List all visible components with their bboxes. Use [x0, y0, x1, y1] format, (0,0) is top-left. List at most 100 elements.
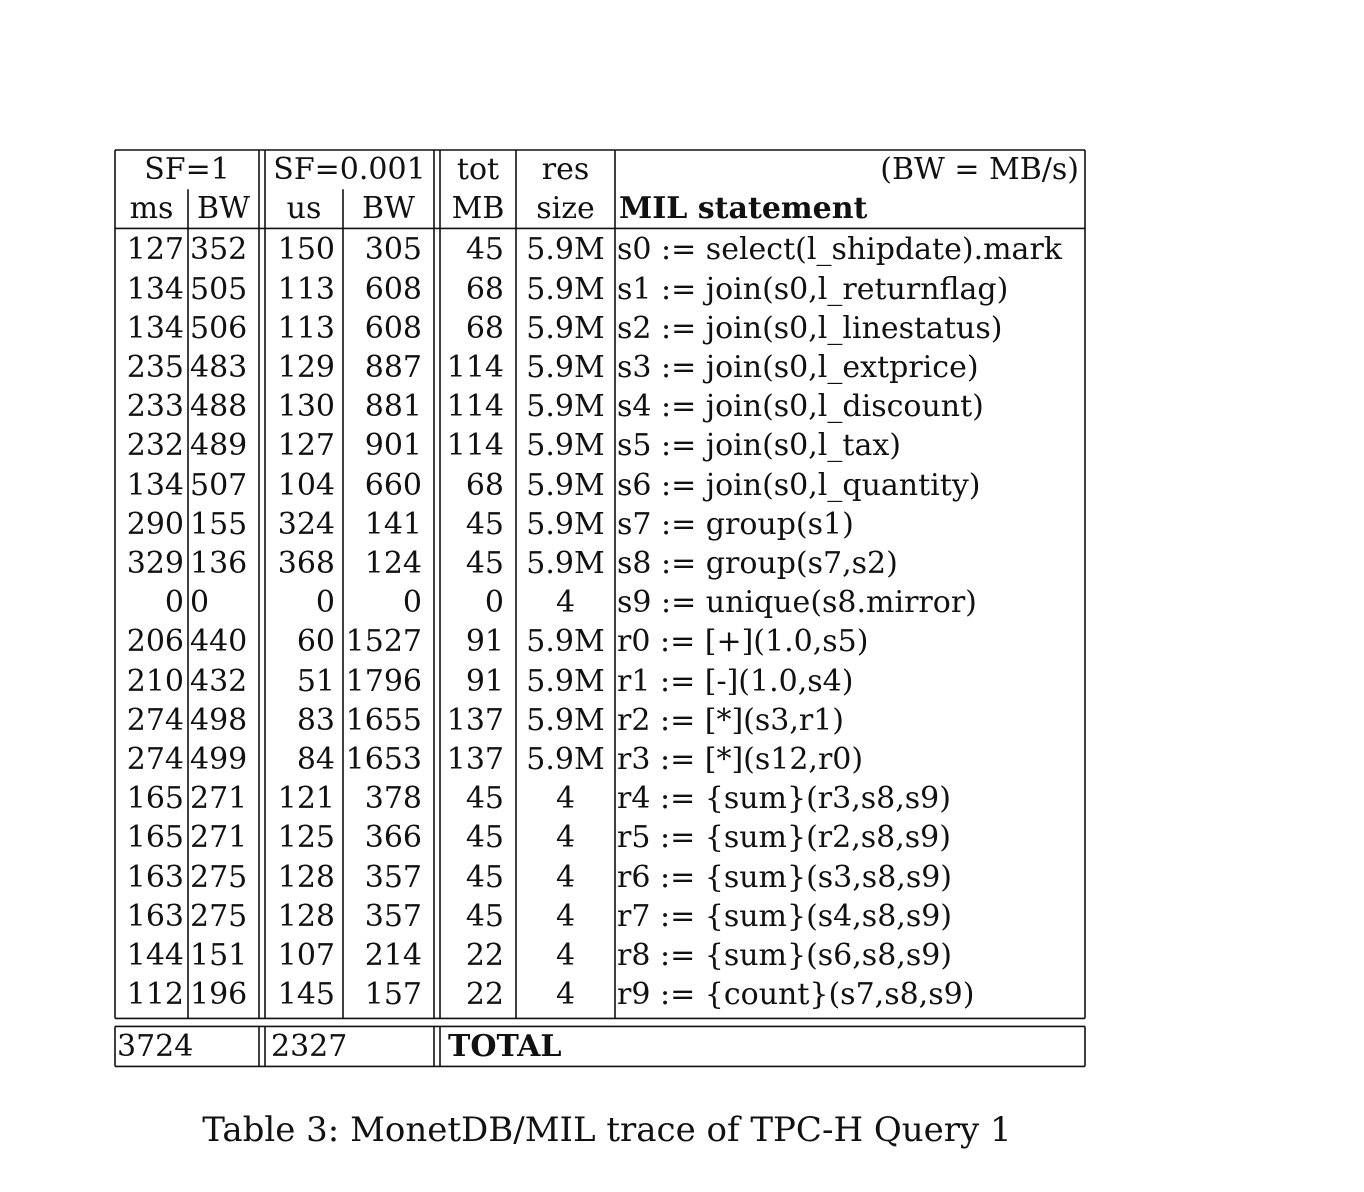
table-cell-mb: 114 [446, 350, 504, 385]
table-cell-ms: 134 [126, 271, 184, 307]
table-cell-size: 5.9M [526, 506, 605, 542]
table-cell-bw2: 1653 [345, 742, 422, 777]
table-cell-us: 107 [277, 938, 335, 973]
table-cell-bw2: 660 [364, 467, 422, 503]
table-cell-stmt: s4 := join(s0,l_discount) [617, 389, 984, 425]
header-ms: ms [129, 191, 174, 227]
table-cell-bw1: 498 [190, 702, 248, 738]
table-cell-us: 128 [277, 859, 335, 895]
table-cell-size: 4 [555, 820, 576, 856]
table-cell-bw1: 275 [190, 859, 248, 895]
table-cell-stmt: s2 := join(s0,l_linestatus) [617, 310, 1003, 346]
table-cell-bw2: 357 [364, 898, 422, 934]
table-cell-us: 121 [277, 781, 335, 817]
table-cell-stmt: s9 := unique(s8.mirror) [617, 585, 977, 621]
table-cell-mb: 114 [446, 389, 504, 425]
table-cell-ms: 274 [126, 702, 184, 738]
table-caption: Table 3: MonetDB/MIL trace of TPC-H Quer… [202, 1110, 1012, 1150]
table-cell-bw2: 608 [364, 271, 422, 307]
table-cell-size: 5.9M [526, 428, 605, 464]
total-us: 2327 [271, 1029, 348, 1065]
table-cell-us: 51 [296, 663, 335, 699]
table-cell-us: 83 [296, 702, 335, 738]
table-cell-ms: 210 [126, 663, 184, 699]
table-cell-bw1: 432 [190, 663, 248, 699]
table-cell-ms: 163 [126, 859, 184, 895]
table-cell-us: 130 [277, 389, 335, 425]
table-cell-mb: 45 [465, 898, 504, 934]
table-cell-size: 4 [555, 977, 576, 1013]
total-ms: 3724 [117, 1029, 194, 1065]
table-cell-mb: 45 [465, 820, 504, 856]
table-cell-bw2: 214 [364, 938, 422, 973]
table-cell-stmt: r8 := {sum}(s6,s8,s9) [617, 938, 953, 973]
table-cell-bw2: 1796 [345, 663, 422, 699]
table-cell-bw1: 271 [190, 820, 248, 856]
table-cell-size: 5.9M [526, 742, 605, 777]
header-bw2: BW [362, 191, 415, 227]
table-cell-bw1: 499 [190, 742, 248, 777]
header-mb: MB [451, 191, 505, 227]
table-cell-bw2: 0 [402, 585, 422, 621]
table-cell-bw1: 440 [190, 624, 248, 660]
table-cell-stmt: s8 := group(s7,s2) [617, 546, 898, 581]
table-cell-us: 113 [277, 310, 335, 346]
table-cell-size: 4 [555, 938, 576, 973]
table-cell-ms: 0 [164, 585, 184, 621]
table-cell-bw2: 157 [364, 977, 422, 1013]
table-cell-bw2: 141 [364, 506, 422, 542]
table-cell-bw2: 357 [364, 859, 422, 895]
table-cell-bw1: 352 [190, 232, 248, 268]
table-cell-stmt: r6 := {sum}(s3,s8,s9) [617, 859, 953, 895]
table-cell-bw2: 1527 [345, 624, 422, 660]
table-cell-bw1: 151 [190, 938, 248, 973]
table-cell-stmt: s5 := join(s0,l_tax) [617, 428, 901, 464]
table-cell-stmt: r9 := {count}(s7,s8,s9) [617, 977, 975, 1013]
table-cell-ms: 233 [126, 389, 184, 425]
table-cell-bw2: 366 [364, 820, 422, 856]
header-sf1: SF=1 [144, 152, 230, 187]
header-mil: MIL statement [619, 191, 868, 227]
table-cell-mb: 45 [465, 781, 504, 817]
table-cell-stmt: s3 := join(s0,l_extprice) [617, 350, 979, 385]
table-cell-size: 5.9M [526, 389, 605, 425]
table-cell-ms: 163 [126, 898, 184, 934]
table-cell-stmt: r2 := [*](s3,r1) [617, 702, 845, 738]
header-bw1: BW [197, 191, 250, 227]
table-cell-ms: 290 [126, 506, 184, 542]
table-cell-mb: 68 [465, 310, 504, 346]
table-cell-ms: 144 [126, 938, 184, 973]
table-cell-ms: 235 [126, 350, 184, 385]
table-cell-stmt: s0 := select(l_shipdate).mark [617, 232, 1062, 268]
table-cell-mb: 91 [465, 624, 504, 660]
table-cell-bw2: 887 [364, 350, 422, 385]
table-cell-ms: 165 [126, 820, 184, 856]
table-cell-size: 4 [555, 781, 576, 817]
table-cell-stmt: r0 := [+](1.0,s5) [617, 624, 869, 660]
table-cell-mb: 137 [446, 742, 504, 777]
table-cell-bw1: 271 [190, 781, 248, 817]
table-cell-mb: 68 [465, 271, 504, 307]
table-cell-ms: 232 [126, 428, 184, 464]
table-cell-bw2: 378 [364, 781, 422, 817]
table-cell-bw2: 305 [364, 232, 422, 268]
table-cell-stmt: r7 := {sum}(s4,s8,s9) [617, 898, 953, 934]
table-cell-us: 127 [277, 428, 335, 464]
header-sf0001: SF=0.001 [273, 152, 426, 187]
table-cell-size: 5.9M [526, 546, 605, 581]
table-cell-size: 4 [555, 859, 576, 895]
table-cell-us: 60 [296, 624, 335, 660]
table-cell-mb: 45 [465, 506, 504, 542]
table-cell-us: 128 [277, 898, 335, 934]
table-cell-us: 129 [277, 350, 335, 385]
table-cell-bw2: 1655 [345, 702, 422, 738]
table-cell-size: 4 [555, 898, 576, 934]
table-cell-bw1: 155 [190, 506, 248, 542]
header-size: size [536, 191, 595, 227]
table-cell-bw1: 196 [190, 977, 248, 1013]
table-cell-stmt: r3 := [*](s12,r0) [617, 742, 864, 777]
table-cell-us: 113 [277, 271, 335, 307]
table-cell-mb: 22 [465, 938, 504, 973]
table-cell-bw1: 489 [190, 428, 248, 464]
table-cell-us: 324 [277, 506, 335, 542]
